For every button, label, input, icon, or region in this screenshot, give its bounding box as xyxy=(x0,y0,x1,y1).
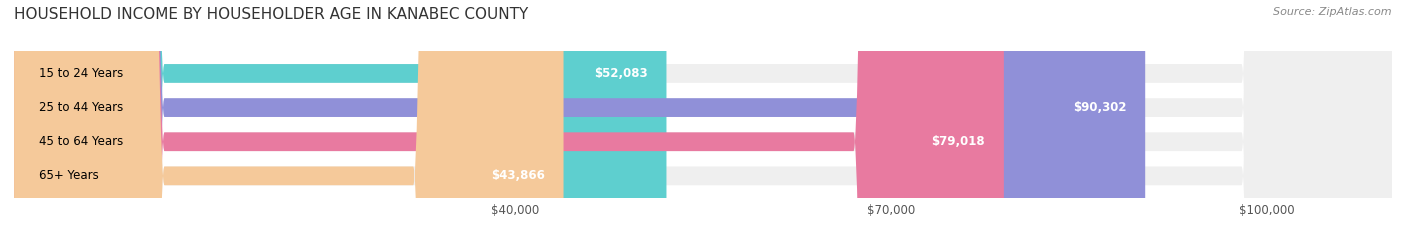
FancyBboxPatch shape xyxy=(14,0,1004,233)
FancyBboxPatch shape xyxy=(14,0,564,233)
Text: 65+ Years: 65+ Years xyxy=(39,169,98,182)
Text: HOUSEHOLD INCOME BY HOUSEHOLDER AGE IN KANABEC COUNTY: HOUSEHOLD INCOME BY HOUSEHOLDER AGE IN K… xyxy=(14,7,529,22)
FancyBboxPatch shape xyxy=(14,0,1392,233)
Text: $52,083: $52,083 xyxy=(595,67,648,80)
Text: 45 to 64 Years: 45 to 64 Years xyxy=(39,135,124,148)
Text: $43,866: $43,866 xyxy=(491,169,544,182)
Text: 25 to 44 Years: 25 to 44 Years xyxy=(39,101,124,114)
Text: Source: ZipAtlas.com: Source: ZipAtlas.com xyxy=(1274,7,1392,17)
Text: $79,018: $79,018 xyxy=(931,135,986,148)
FancyBboxPatch shape xyxy=(14,0,666,233)
FancyBboxPatch shape xyxy=(14,0,1392,233)
FancyBboxPatch shape xyxy=(14,0,1146,233)
FancyBboxPatch shape xyxy=(14,0,1392,233)
Text: $90,302: $90,302 xyxy=(1073,101,1126,114)
Text: 15 to 24 Years: 15 to 24 Years xyxy=(39,67,124,80)
FancyBboxPatch shape xyxy=(14,0,1392,233)
